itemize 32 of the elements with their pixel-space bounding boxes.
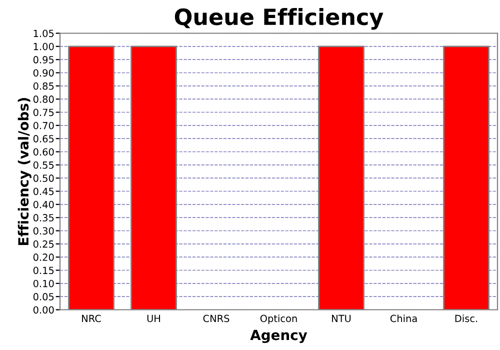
y-tick-label: 0.40	[33, 200, 54, 208]
y-tick-label: 0.60	[33, 148, 54, 156]
y-tick-label: 0.85	[33, 82, 54, 90]
x-axis-title: Agency	[250, 330, 308, 344]
x-tick-label: NRC	[82, 314, 101, 322]
y-tick-label: 0.25	[33, 240, 54, 248]
y-tick-label: 0.20	[33, 254, 54, 261]
y-tick-label: 0.65	[33, 135, 54, 142]
y-tick-label: 0.45	[33, 188, 54, 196]
y-tick-label: 0.10	[33, 280, 54, 288]
y-tick-label: 0.35	[33, 214, 54, 222]
x-tick-label: NTU	[332, 314, 351, 322]
y-tick-label: 0.70	[33, 122, 54, 130]
y-tick-label: 0.95	[33, 56, 54, 64]
y-tick-label: 0.30	[33, 227, 54, 235]
x-tick-label: China	[390, 314, 417, 322]
x-tick-label: UH	[147, 314, 160, 322]
chart-title: Queue Efficiency	[174, 8, 384, 30]
y-tick-label: 0.05	[33, 293, 54, 300]
y-tick-label: 0.00	[33, 306, 54, 314]
x-tick-label: Disc.	[455, 314, 478, 322]
y-tick-label: 0.80	[33, 96, 54, 103]
y-tick-label: 0.55	[33, 161, 54, 169]
x-tick-label: CNRS	[203, 314, 230, 322]
y-tick-label: 0.75	[33, 108, 54, 116]
y-tick-label: 0.50	[33, 174, 54, 182]
y-axis-title: Efficiency (val/obs)	[18, 98, 32, 245]
y-tick-label: 0.90	[33, 69, 54, 77]
y-tick-label: 1.00	[34, 42, 54, 50]
x-tick-label: Opticon	[260, 314, 297, 324]
y-tick-label: 0.15	[33, 266, 54, 274]
y-tick-label: 1.05	[34, 30, 54, 38]
